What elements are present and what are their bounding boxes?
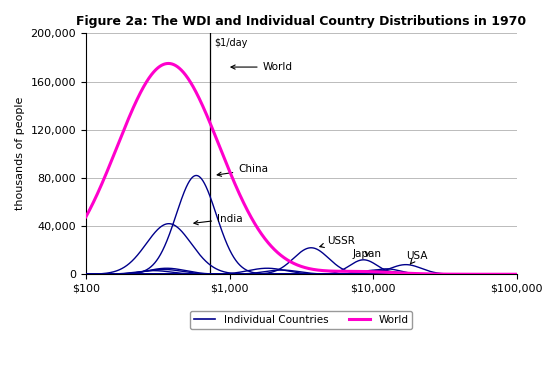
Text: USSR: USSR <box>320 236 355 247</box>
Text: India: India <box>194 214 243 225</box>
Text: $1/day: $1/day <box>215 38 248 48</box>
Text: China: China <box>217 165 268 176</box>
Title: Figure 2a: The WDI and Individual Country Distributions in 1970: Figure 2a: The WDI and Individual Countr… <box>76 15 526 28</box>
Text: Japan: Japan <box>353 249 382 259</box>
Legend: Individual Countries, World: Individual Countries, World <box>190 311 412 329</box>
Text: World: World <box>231 62 292 72</box>
Y-axis label: thousands of people: thousands of people <box>15 97 25 211</box>
Text: USA: USA <box>406 251 428 264</box>
